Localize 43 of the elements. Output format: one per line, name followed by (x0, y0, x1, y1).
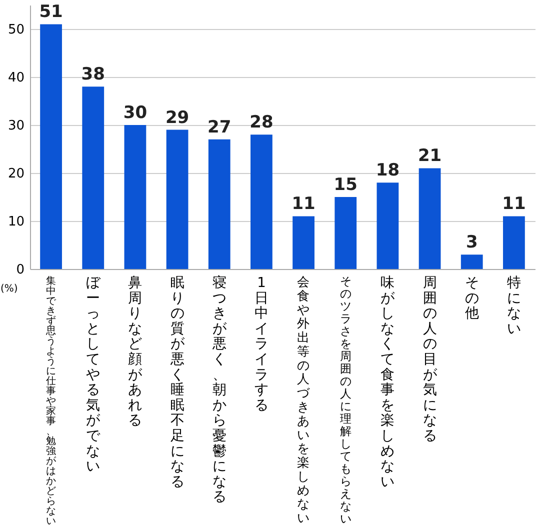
bar (418, 168, 441, 269)
category-label: ぼーっとしてやる気がでない (86, 275, 100, 475)
data-label: 38 (81, 64, 105, 85)
bar (292, 216, 314, 269)
bar (166, 130, 188, 269)
bar (82, 86, 104, 269)
bar (40, 24, 62, 269)
category-label: 周囲の人の目が気になる (422, 275, 437, 444)
data-label: 28 (250, 112, 274, 133)
bar (334, 197, 357, 269)
category-label: 眠りの質が悪く睡眠不足になる (170, 275, 184, 490)
data-label: 21 (418, 146, 442, 166)
data-label: 11 (292, 194, 316, 214)
x-tick-label: 特にない (506, 275, 521, 337)
data-label: 3 (466, 232, 478, 253)
bar (124, 125, 146, 269)
category-label: 1日中イライラする (254, 275, 268, 414)
category-label: 鼻周りなど顔があれる (128, 275, 142, 429)
y-axis-title: (%) (0, 284, 18, 294)
category-label: 会食や外出等の人づきあいを楽しめない (297, 274, 310, 526)
y-tick-label: 30 (8, 118, 24, 134)
y-tick-label: 0 (16, 262, 24, 278)
data-label: 15 (334, 175, 358, 195)
y-tick-label: 10 (8, 214, 24, 230)
x-tick-label: その他 (464, 275, 479, 322)
category-label: そのツラさを周囲の人に理解してもらえない (340, 275, 352, 526)
data-label: 30 (123, 103, 148, 123)
data-label: 18 (376, 160, 400, 181)
data-label: 11 (502, 194, 526, 214)
data-label: 27 (208, 117, 232, 138)
bar (376, 182, 399, 269)
y-tick-label: 20 (8, 166, 24, 182)
y-tick-label: 50 (8, 22, 24, 38)
bar (208, 139, 230, 269)
category-label: 集中できず思うように仕事や家事、勉強がはかどらない (46, 276, 56, 527)
bar (503, 216, 525, 269)
data-label: 51 (39, 2, 63, 22)
data-label: 29 (165, 108, 190, 128)
category-label: 味がしなくて食事を楽しめない (380, 275, 395, 490)
bar (460, 254, 483, 269)
bar (250, 134, 272, 269)
y-tick-label: 40 (8, 70, 24, 86)
category-label: 寝つきが悪く、朝から憂鬱になる (212, 275, 226, 506)
